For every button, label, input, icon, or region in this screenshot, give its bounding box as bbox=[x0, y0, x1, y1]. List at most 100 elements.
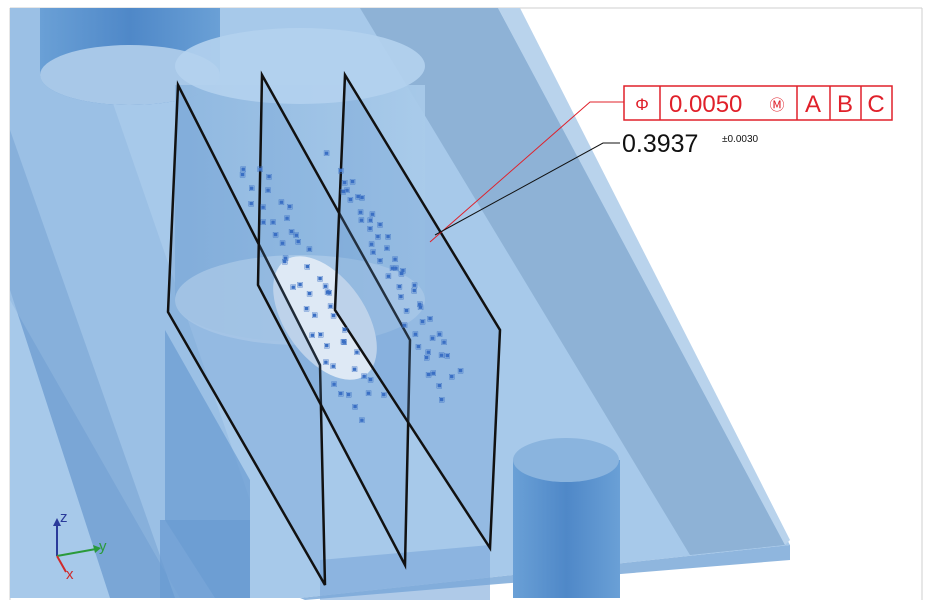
measured-point-marker[interactable]: ▣ bbox=[272, 231, 279, 238]
feature-control-frame[interactable]: Φ 0.0050 Ⓜ A B C bbox=[623, 85, 893, 121]
measured-point-marker[interactable]: ▣ bbox=[338, 390, 345, 397]
measured-point-marker[interactable]: ▣ bbox=[287, 204, 294, 211]
measured-point-marker[interactable]: ▣ bbox=[377, 258, 384, 265]
measured-point-marker[interactable]: ▣ bbox=[370, 249, 377, 256]
measured-point-marker[interactable]: ▣ bbox=[389, 265, 396, 272]
measured-point-marker[interactable]: ▣ bbox=[322, 283, 329, 290]
measured-point-marker[interactable]: ▣ bbox=[260, 219, 267, 226]
measured-point-marker[interactable]: ▣ bbox=[369, 211, 376, 218]
measured-point-marker[interactable]: ▣ bbox=[385, 273, 392, 280]
measured-point-marker[interactable]: ▣ bbox=[419, 319, 426, 326]
measured-point-marker[interactable]: ▣ bbox=[295, 238, 302, 245]
measured-point-marker[interactable]: ▣ bbox=[317, 331, 324, 338]
measured-point-marker[interactable]: ▣ bbox=[396, 284, 403, 291]
measured-point-marker[interactable]: ▣ bbox=[284, 215, 291, 222]
measured-point-marker[interactable]: ▣ bbox=[352, 404, 359, 411]
measured-point-marker[interactable]: ▣ bbox=[367, 226, 374, 233]
measured-point-marker[interactable]: ▣ bbox=[365, 390, 372, 397]
measured-point-marker[interactable]: ▣ bbox=[265, 187, 272, 194]
measured-point-marker[interactable]: ▣ bbox=[427, 316, 434, 323]
tolerance-plane-3[interactable] bbox=[333, 70, 502, 552]
measured-point-marker[interactable]: ▣ bbox=[239, 171, 246, 178]
measured-point-marker[interactable]: ▣ bbox=[425, 349, 432, 356]
measured-point-marker[interactable]: ▣ bbox=[331, 381, 338, 388]
measured-point-marker[interactable]: ▣ bbox=[423, 355, 430, 362]
measured-point-marker[interactable]: ▣ bbox=[304, 264, 311, 271]
measured-point-marker[interactable]: ▣ bbox=[278, 199, 285, 206]
measured-point-marker[interactable]: ▣ bbox=[306, 291, 313, 298]
measured-point-marker[interactable]: ▣ bbox=[341, 326, 348, 333]
measured-point-marker[interactable]: ▣ bbox=[444, 353, 451, 360]
measured-point-marker[interactable]: ▣ bbox=[385, 233, 392, 240]
measured-point-marker[interactable]: ▣ bbox=[357, 209, 364, 216]
measured-point-marker[interactable]: ▣ bbox=[403, 307, 410, 314]
measured-point-marker[interactable]: ▣ bbox=[330, 313, 337, 320]
measured-point-marker[interactable]: ▣ bbox=[367, 217, 374, 224]
measured-point-marker[interactable]: ▣ bbox=[438, 396, 445, 403]
cylinder-bottom-right[interactable] bbox=[513, 460, 620, 598]
measured-point-marker[interactable]: ▣ bbox=[377, 222, 384, 229]
measured-point-marker[interactable]: ▣ bbox=[354, 349, 361, 356]
measured-point-marker[interactable]: ▣ bbox=[288, 229, 295, 236]
measured-point-marker[interactable]: ▣ bbox=[457, 367, 464, 374]
measured-point-marker[interactable]: ▣ bbox=[417, 304, 424, 311]
measured-point-marker[interactable]: ▣ bbox=[311, 312, 318, 319]
measured-point-marker[interactable]: ▣ bbox=[323, 150, 330, 157]
measured-point-marker[interactable]: ▣ bbox=[361, 373, 368, 380]
measured-point-marker[interactable]: ▣ bbox=[344, 187, 351, 194]
measured-point-marker[interactable]: ▣ bbox=[266, 173, 273, 180]
measured-point-marker[interactable]: ▣ bbox=[368, 241, 375, 248]
measured-point-marker[interactable]: ▣ bbox=[411, 282, 418, 289]
measured-point-marker[interactable]: ▣ bbox=[351, 366, 358, 373]
measured-point-marker[interactable]: ▣ bbox=[384, 245, 391, 252]
measured-point-marker[interactable]: ▣ bbox=[341, 339, 348, 346]
measured-point-marker[interactable]: ▣ bbox=[293, 232, 300, 239]
measured-point-marker[interactable]: ▣ bbox=[355, 194, 362, 201]
measured-point-marker[interactable]: ▣ bbox=[429, 335, 436, 342]
measured-point-marker[interactable]: ▣ bbox=[330, 363, 337, 370]
measured-point-marker[interactable]: ▣ bbox=[282, 255, 289, 262]
measured-point-marker[interactable]: ▣ bbox=[297, 282, 304, 289]
measured-point-marker[interactable]: ▣ bbox=[306, 246, 313, 253]
measured-point-marker[interactable]: ▣ bbox=[240, 166, 247, 173]
tolerance-plane-1[interactable] bbox=[166, 80, 327, 586]
measured-point-marker[interactable]: ▣ bbox=[326, 289, 333, 296]
measured-point-marker[interactable]: ▣ bbox=[381, 392, 388, 399]
measured-point-marker[interactable]: ▣ bbox=[358, 217, 365, 224]
measured-point-marker[interactable]: ▣ bbox=[323, 359, 330, 366]
cylinder-bottom-left[interactable] bbox=[160, 520, 250, 598]
measured-point-marker[interactable]: ▣ bbox=[441, 339, 448, 346]
measured-point-marker[interactable]: ▣ bbox=[415, 343, 422, 350]
tolerance-plane-2[interactable] bbox=[256, 70, 412, 570]
measured-point-marker[interactable]: ▣ bbox=[412, 331, 419, 338]
measured-point-marker[interactable]: ▣ bbox=[340, 338, 347, 345]
measured-point-marker[interactable]: ▣ bbox=[309, 332, 316, 339]
measured-point-marker[interactable]: ▣ bbox=[340, 188, 347, 195]
measured-point-marker[interactable]: ▣ bbox=[400, 268, 407, 275]
measured-point-marker[interactable]: ▣ bbox=[260, 204, 267, 211]
measured-point-marker[interactable]: ▣ bbox=[347, 196, 354, 203]
measured-point-marker[interactable]: ▣ bbox=[436, 331, 443, 338]
measured-point-marker[interactable]: ▣ bbox=[398, 270, 405, 277]
measured-point-marker[interactable]: ▣ bbox=[425, 372, 432, 379]
axis-triad[interactable]: z y x bbox=[53, 509, 107, 583]
measured-point-marker[interactable]: ▣ bbox=[345, 391, 352, 398]
measured-point-marker[interactable]: ▣ bbox=[317, 276, 324, 283]
measured-point-marker[interactable]: ▣ bbox=[279, 240, 286, 247]
measured-point-marker[interactable]: ▣ bbox=[367, 377, 374, 384]
dimension-callout[interactable]: 0.3937 ±0.0030 bbox=[622, 130, 759, 158]
measured-point-marker[interactable]: ▣ bbox=[282, 259, 289, 266]
measured-point-marker[interactable]: ▣ bbox=[436, 383, 443, 390]
measured-point-marker[interactable]: ▣ bbox=[303, 306, 310, 313]
measured-point-marker[interactable]: ▣ bbox=[392, 256, 399, 263]
measured-point-marker[interactable]: ▣ bbox=[349, 178, 356, 185]
measured-point-marker[interactable]: ▣ bbox=[449, 373, 456, 380]
measured-point-marker[interactable]: ▣ bbox=[417, 301, 424, 308]
measured-points[interactable]: ▣▣▣▣ ▣▣ ▣▣▣▣▣▣▣▣▣▣▣ ▣▣▣▣▣▣ ▣▣▣▣▣▣▣▣▣▣▣▣▣▣▣▣▣… bbox=[239, 150, 464, 424]
measured-point-marker[interactable]: ▣ bbox=[327, 303, 334, 310]
measured-point-marker[interactable]: ▣ bbox=[257, 166, 264, 173]
measured-point-marker[interactable]: ▣ bbox=[338, 167, 345, 174]
measured-point-marker[interactable]: ▣ bbox=[359, 417, 366, 424]
measured-point-marker[interactable]: ▣ bbox=[430, 370, 437, 377]
